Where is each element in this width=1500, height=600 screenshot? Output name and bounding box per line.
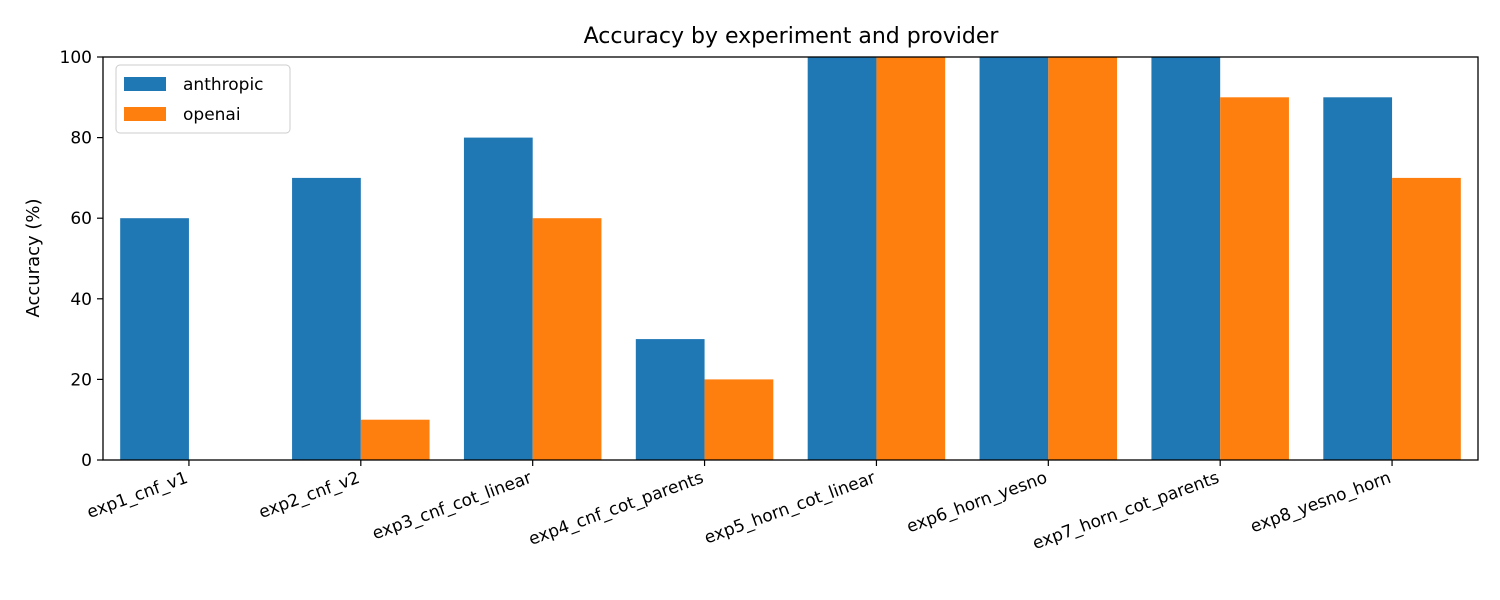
plot-frame bbox=[102, 56, 1479, 461]
bar-openai-exp7_horn_cot_parents bbox=[1220, 97, 1289, 461]
x-tick-label: exp1_cnf_v1 bbox=[84, 468, 190, 523]
x-tick-label: exp8_yesno_horn bbox=[1248, 468, 1394, 537]
bar-anthropic-exp5_horn_cot_linear bbox=[807, 57, 877, 460]
legend-swatch-openai bbox=[124, 107, 166, 121]
y-tick-label: 60 bbox=[70, 209, 92, 229]
x-tick-label: exp2_cnf_v2 bbox=[256, 468, 362, 523]
y-tick-label: 80 bbox=[70, 129, 92, 149]
bar-openai-exp4_cnf_cot_parents bbox=[704, 379, 774, 460]
bar-anthropic-exp3_cnf_cot_linear bbox=[463, 137, 533, 460]
bar-anthropic-exp7_horn_cot_parents bbox=[1151, 57, 1221, 460]
x-tick-label: exp4_cnf_cot_parents bbox=[526, 468, 706, 550]
legend-label-anthropic: anthropic bbox=[183, 75, 264, 95]
bar-openai-exp6_horn_yesno bbox=[1048, 57, 1118, 460]
y-tick-label: 40 bbox=[70, 290, 92, 310]
bar-openai-exp2_cnf_v2 bbox=[360, 419, 430, 460]
x-tick-label: exp7_horn_cot_parents bbox=[1030, 468, 1222, 554]
y-tick-label: 100 bbox=[60, 48, 92, 68]
bar-openai-exp3_cnf_cot_linear bbox=[532, 218, 602, 460]
bar-anthropic-exp1_cnf_v1 bbox=[120, 218, 189, 460]
x-tick-label: exp6_horn_yesno bbox=[904, 468, 1050, 537]
legend-swatch-anthropic bbox=[124, 77, 166, 91]
x-tick-label: exp3_cnf_cot_linear bbox=[370, 468, 535, 544]
bar-openai-exp8_yesno_horn bbox=[1392, 177, 1461, 460]
y-tick-label: 0 bbox=[81, 451, 92, 471]
bar-anthropic-exp8_yesno_horn bbox=[1323, 97, 1393, 461]
bars-layer bbox=[120, 57, 1461, 461]
x-tick-label: exp5_horn_cot_linear bbox=[702, 468, 878, 549]
legend: anthropic openai bbox=[115, 64, 291, 134]
y-tick-label: 20 bbox=[70, 370, 92, 390]
chart-title: Accuracy by experiment and provider bbox=[584, 24, 1000, 49]
y-axis-label: Accuracy (%) bbox=[23, 198, 44, 317]
legend-label-openai: openai bbox=[183, 105, 241, 125]
bar-anthropic-exp4_cnf_cot_parents bbox=[635, 339, 705, 460]
bar-anthropic-exp2_cnf_v2 bbox=[292, 177, 361, 460]
bar-anthropic-exp6_horn_yesno bbox=[979, 57, 1049, 460]
bar-openai-exp5_horn_cot_linear bbox=[876, 57, 946, 460]
